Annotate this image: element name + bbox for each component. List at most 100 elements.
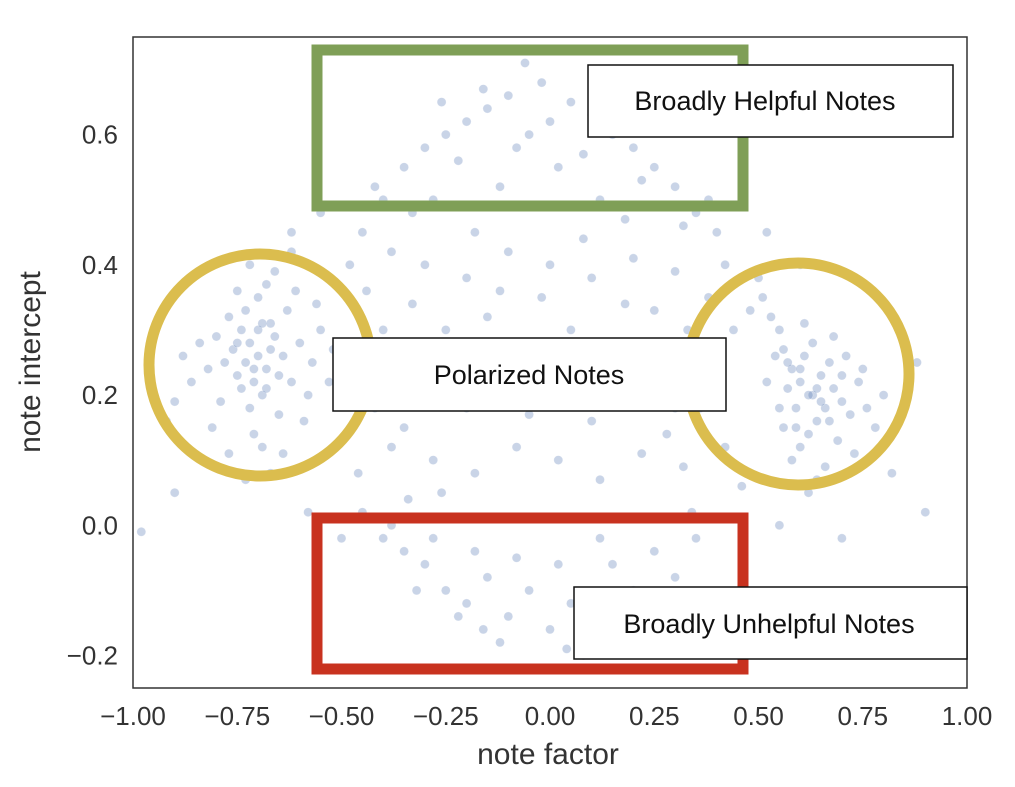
data-point [236,383,247,394]
data-point [253,325,263,335]
data-point [853,377,864,387]
data-point [453,155,464,166]
data-point [336,533,347,544]
data-point [561,644,572,654]
x-axis-label: note factor [477,738,619,771]
data-point [870,422,881,433]
data-point [920,507,931,518]
data-point [207,422,217,433]
data-point [470,227,480,238]
data-point [787,455,797,465]
data-point [782,357,793,368]
data-point [478,624,489,635]
data-point [265,318,276,329]
data-point [178,351,188,361]
data-point [536,77,547,88]
data-point [757,292,768,303]
x-tick-label: 0.50 [733,701,784,731]
data-point [849,448,860,459]
data-point [257,318,268,329]
data-point [261,279,272,290]
data-point [795,364,806,374]
data-point [545,259,555,270]
data-point [219,357,230,368]
data-point [361,286,372,296]
polarized-label-box [332,337,727,412]
data-point [470,468,480,479]
data-point [774,520,785,531]
data-point [586,273,597,283]
helpful-label: Broadly Helpful Notes [634,86,895,116]
data-point [795,377,806,387]
data-point [286,377,297,387]
data-point [399,162,409,172]
plot-frame [132,36,968,689]
data-point [503,90,514,101]
data-point [228,344,238,355]
data-point [837,396,847,407]
data-point [845,409,856,420]
data-point [478,84,489,94]
data-point [636,448,647,459]
data-point [399,422,409,433]
data-point [736,481,747,492]
data-point [503,611,514,622]
data-point [782,383,793,394]
data-point [761,227,772,238]
x-tick-label: 1.00 [942,701,993,731]
data-point [407,299,418,309]
data-point [545,624,555,635]
data-point [878,390,889,400]
data-point [482,312,493,322]
data-point [661,429,672,439]
data-point [837,533,847,544]
data-point [857,364,868,374]
data-point [353,468,364,479]
data-point [436,487,447,498]
data-point [257,442,268,452]
data-point [495,286,505,296]
data-point [211,331,222,342]
data-point [774,403,785,413]
data-point [224,448,234,459]
data-point [774,325,785,335]
data-point [136,526,147,537]
data-point [420,259,430,270]
data-point [236,325,247,335]
data-point [628,142,639,153]
data-point [436,97,447,107]
data-point [841,351,851,361]
data-point [370,181,380,192]
data-point [620,299,630,309]
x-tick-label: −1.00 [100,701,166,731]
data-point [520,58,530,68]
data-point [670,181,680,192]
data-point [324,377,334,387]
data-point [770,351,781,361]
data-point [787,364,797,374]
unhelpful-label: Broadly Unhelpful Notes [623,609,914,639]
helpful-label-box [587,64,954,138]
data-point [240,357,251,368]
y-tick-labels: −0.2 0.0 0.2 0.4 0.6 [67,120,118,671]
data-point [357,227,368,238]
x-tick-label: 0.75 [837,701,888,731]
data-point [245,338,255,348]
data-point [461,273,472,283]
data-point [495,181,505,192]
data-point [778,422,789,433]
data-point [440,129,451,140]
data-point [286,227,297,238]
y-tick-label: −0.2 [67,641,118,671]
x-tick-label: −0.50 [309,701,375,731]
x-tick-label: 0.00 [525,701,576,731]
data-point [299,416,309,426]
data-point [628,253,639,264]
data-point [812,416,822,426]
data-point [269,266,280,277]
data-point [812,383,822,394]
data-point [832,435,843,446]
data-point [728,325,739,335]
y-axis-label: note intercept [14,270,47,452]
data-point [232,338,243,348]
